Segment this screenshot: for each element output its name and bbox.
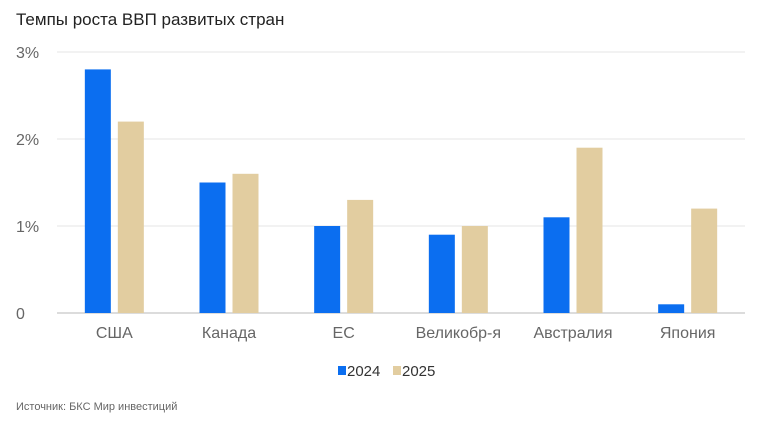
x-tick-label: Великобр-я bbox=[416, 325, 501, 342]
bar-2025 bbox=[576, 147, 603, 313]
bar-2025 bbox=[232, 173, 259, 313]
x-tick-label: Япония bbox=[660, 325, 716, 342]
legend-label: 2025 bbox=[402, 363, 435, 380]
bar-2024 bbox=[543, 217, 570, 313]
bar-2024 bbox=[658, 304, 685, 313]
bar-2025 bbox=[691, 208, 718, 313]
legend-label: 2024 bbox=[347, 363, 380, 380]
bar-2024 bbox=[199, 182, 226, 313]
bar-2025 bbox=[117, 121, 144, 313]
y-tick-label: 3% bbox=[16, 45, 39, 62]
bar-2024 bbox=[428, 234, 455, 313]
x-tick-label: США bbox=[96, 325, 133, 342]
x-tick-label: Австралия bbox=[533, 325, 612, 342]
y-tick-label: 2% bbox=[16, 132, 39, 149]
bar-2025 bbox=[347, 199, 374, 313]
bar-2025 bbox=[461, 226, 488, 313]
y-tick-label: 0 bbox=[16, 306, 25, 323]
bar-2024 bbox=[84, 69, 111, 314]
y-tick-label: 1% bbox=[16, 219, 39, 236]
legend-swatch-2025 bbox=[393, 366, 401, 375]
x-tick-label: ЕС bbox=[333, 325, 355, 342]
bar-2024 bbox=[314, 226, 341, 313]
chart-title: Темпы роста ВВП развитых стран bbox=[16, 10, 285, 29]
x-tick-label: Канада bbox=[202, 325, 256, 342]
legend-swatch-2024 bbox=[338, 366, 346, 375]
source-note: Источник: БКС Мир инвестиций bbox=[16, 401, 178, 413]
